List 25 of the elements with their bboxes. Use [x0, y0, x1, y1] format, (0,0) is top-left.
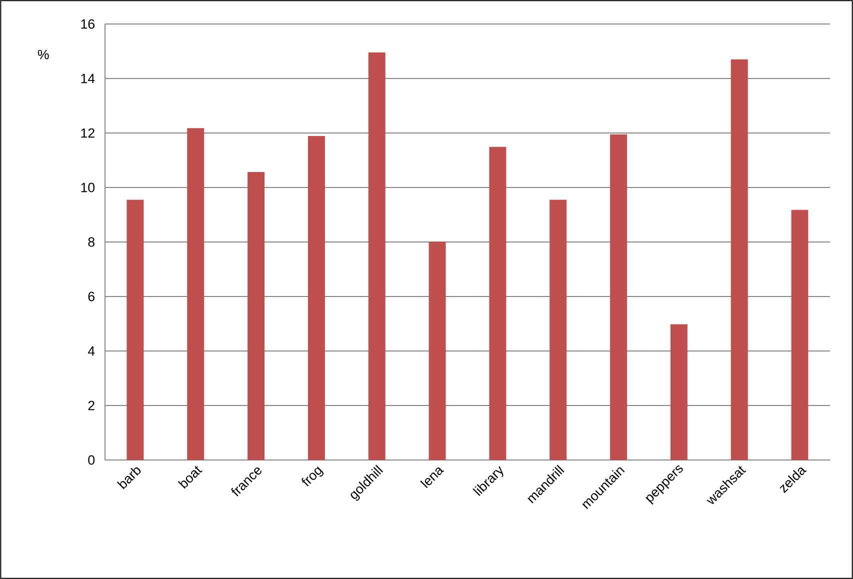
- y-tick-label: 14: [81, 74, 95, 84]
- y-tick-label: 0: [88, 455, 95, 465]
- bar: [368, 52, 386, 460]
- x-tick-label: frog: [302, 466, 324, 486]
- x-tick-label: lena: [420, 468, 444, 488]
- bar: [489, 146, 506, 460]
- y-tick-label: 2: [88, 400, 94, 410]
- bar: [791, 210, 808, 460]
- y-tick-label: 16: [81, 19, 94, 29]
- bar: [126, 200, 144, 460]
- bar: [428, 242, 446, 460]
- bar: [550, 200, 567, 460]
- y-tick-label: 8: [88, 237, 94, 247]
- bar: [610, 134, 628, 460]
- bar: [248, 172, 265, 460]
- bar: [308, 136, 325, 460]
- bar: [670, 324, 688, 460]
- y-tick-label: 12: [81, 128, 94, 138]
- bar: [187, 128, 204, 460]
- y-axis-title: %: [38, 50, 49, 60]
- y-tick-label: 4: [88, 346, 95, 356]
- y-tick-label: 6: [88, 292, 94, 302]
- y-tick-label: 10: [81, 182, 95, 192]
- bar: [730, 59, 748, 460]
- x-tick-label: barb: [116, 467, 141, 490]
